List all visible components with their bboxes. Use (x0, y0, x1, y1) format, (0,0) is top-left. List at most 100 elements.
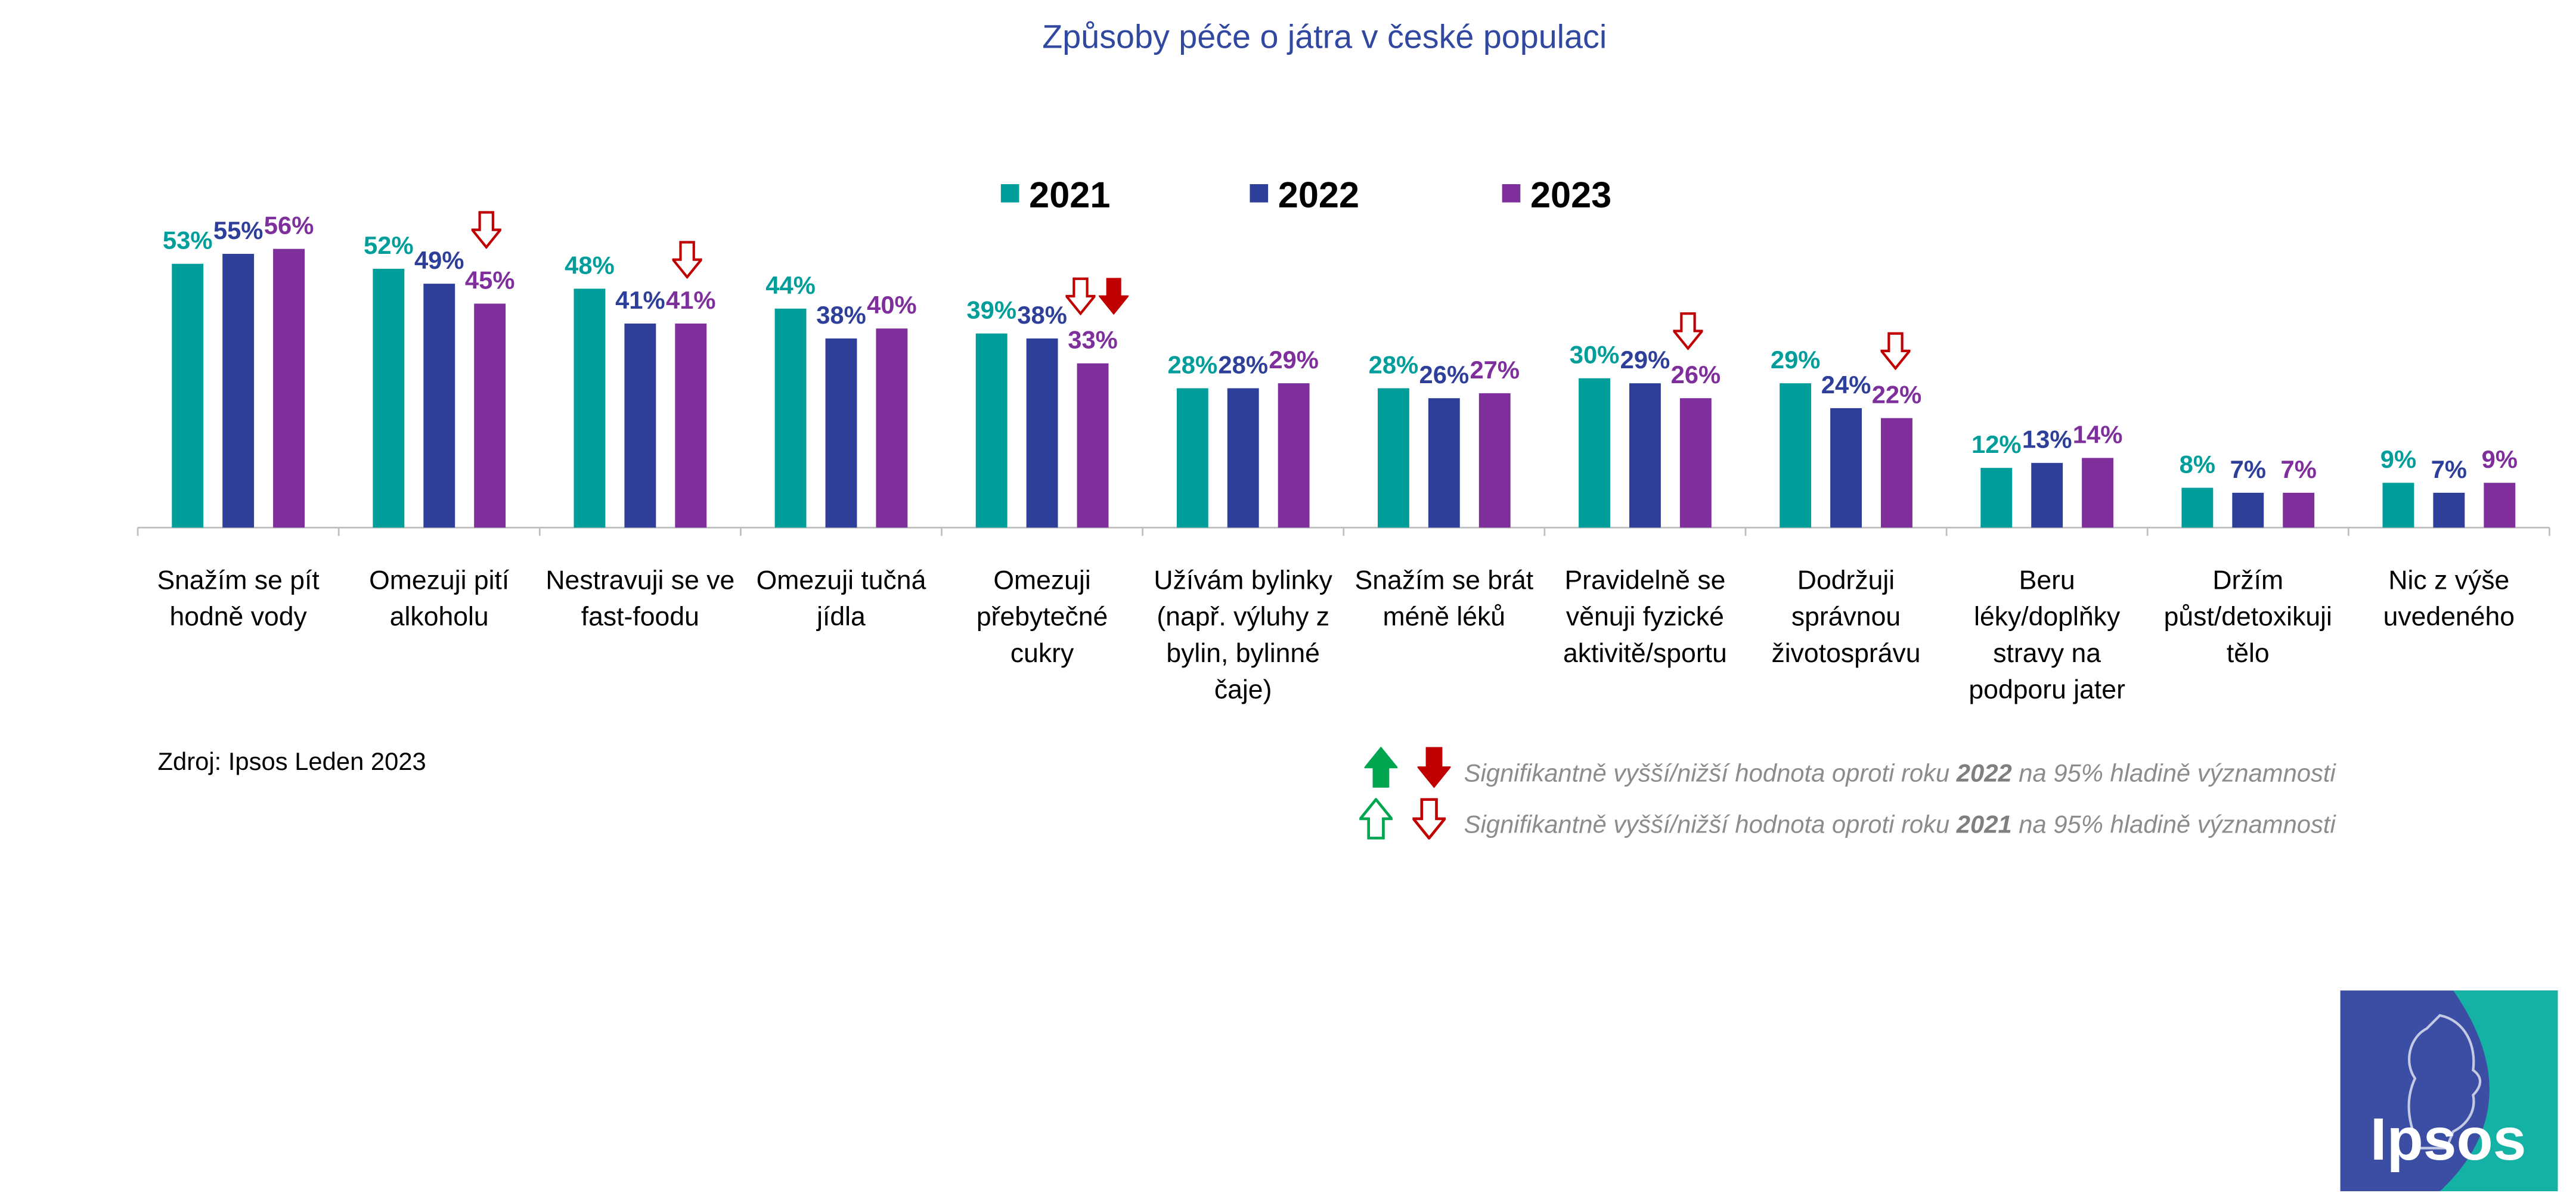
note-text: na 95% hladině významnosti (2012, 759, 2337, 787)
data-label: 28% (1168, 350, 1218, 378)
bar (1830, 408, 1862, 528)
data-label: 29% (1620, 346, 1670, 374)
bar (2382, 483, 2414, 528)
data-label: 9% (2380, 445, 2416, 473)
bar (1377, 388, 1409, 528)
x-tick-label: Beru léky/doplňky stravy na podporu jate… (1969, 567, 2125, 706)
legend-swatch (1502, 184, 1521, 203)
significance-legend: Signifikantně vyšší/nižší hodnota oproti… (1360, 747, 2337, 838)
x-tick-label: Omezuji tučná jídla (756, 567, 926, 632)
bar (675, 323, 707, 528)
bar (2484, 483, 2516, 528)
bar (1478, 393, 1511, 528)
data-label: 49% (414, 246, 464, 274)
data-label: 45% (465, 266, 515, 294)
bar (1026, 338, 1058, 528)
x-tick-label-box: Snažím se pít hodně vody (157, 567, 320, 632)
data-label: 13% (2022, 425, 2072, 453)
bar (423, 284, 455, 528)
bar (2433, 492, 2465, 528)
sig-arrow-filled (1099, 278, 1129, 315)
bar (1579, 378, 1610, 528)
bar (474, 303, 506, 528)
data-label: 12% (1971, 430, 2022, 458)
sig-arrow-outline (1881, 334, 1909, 368)
bar (1176, 388, 1208, 528)
x-tick-label: Snažím se pít hodně vody (157, 567, 320, 632)
legend-arrow-down-outline (1413, 800, 1445, 838)
x-tick-label-box: Pravidelně se věnuji fyzické aktivitě/sp… (1563, 567, 1727, 669)
bar (975, 333, 1008, 528)
note-text: Signifikantně vyšší/nižší hodnota oproti… (1464, 810, 1957, 838)
sig-arrow-outline (673, 242, 701, 277)
bar (1780, 383, 1812, 528)
legend: 2021 2022 2023 (1000, 175, 1611, 215)
x-tick-label: Pravidelně se věnuji fyzické aktivitě/sp… (1563, 567, 1727, 669)
x-tick-label-box: Omezuji přebytečné cukry (977, 567, 1108, 669)
data-label: 7% (2230, 455, 2266, 483)
x-tick-label: Dodržuji správnou životosprávu (1771, 567, 1921, 669)
data-label: 39% (966, 296, 1016, 324)
data-label: 53% (163, 226, 213, 254)
data-label: 29% (1269, 346, 1319, 374)
data-label: 8% (2180, 450, 2215, 478)
legend-arrow-up-outline (1360, 800, 1392, 838)
bar (2232, 492, 2264, 528)
bar (2082, 458, 2114, 528)
bar (1278, 383, 1310, 528)
x-tick-label-box: Užívám bylinky (např. výluhy z bylin, by… (1154, 567, 1332, 706)
x-tick-label: Nic z výše uvedeného (2383, 567, 2515, 632)
bar (825, 338, 857, 528)
bar (1679, 398, 1712, 528)
data-label: 26% (1419, 361, 1470, 389)
bar (624, 323, 656, 528)
data-label: 14% (2073, 420, 2123, 448)
bar (774, 308, 807, 528)
data-label: 44% (765, 271, 816, 299)
bar (1881, 418, 1912, 528)
x-tick-label: Držím půst/detoxikuji tělo (2163, 567, 2332, 669)
x-tick-label: Nestravuji se ve fast-foodu (545, 567, 735, 632)
data-label: 48% (565, 251, 615, 279)
data-label: 22% (1872, 381, 1922, 409)
bar (222, 253, 255, 528)
x-tick-label: Omezuji pití alkoholu (369, 567, 510, 632)
legend-arrow-up-filled (1364, 747, 1398, 788)
legend-label: 2023 (1530, 175, 1611, 215)
x-tick-label-box: Omezuji tučná jídla (756, 567, 926, 632)
x-tick-label: Užívám bylinky (např. výluhy z bylin, by… (1154, 567, 1332, 706)
x-tick-label-box: Dodržuji správnou životosprávu (1771, 567, 1921, 669)
x-tick-label-box: Omezuji pití alkoholu (369, 567, 510, 632)
data-label: 27% (1470, 356, 1520, 384)
data-label: 7% (2431, 455, 2467, 483)
data-label: 40% (867, 291, 917, 319)
sig-arrow-outline (1067, 279, 1095, 313)
logo-head (2407, 1014, 2481, 1150)
x-tick-label-box: Beru léky/doplňky stravy na podporu jate… (1969, 567, 2125, 706)
legend-label: 2022 (1278, 175, 1359, 215)
bar (1629, 383, 1661, 528)
bar (1077, 363, 1109, 528)
bar (2031, 462, 2063, 528)
data-label: 52% (364, 231, 414, 259)
data-label: 28% (1218, 350, 1268, 378)
data-label: 56% (264, 212, 314, 240)
data-label: 29% (1771, 346, 1821, 374)
plot-area: Snažím se pít hodně vody 53% 55% 56% Omezuji… (137, 212, 2550, 706)
bar (172, 263, 204, 528)
data-label: 28% (1369, 350, 1419, 378)
chart-title: Způsoby péče o játra v české populaci (1042, 18, 1607, 55)
bar (1428, 398, 1460, 528)
data-label: 24% (1821, 371, 1871, 399)
note-year: 2022 (1956, 759, 2012, 787)
x-tick-label: Snažím se brát méně léků (1354, 567, 1534, 632)
logo-text: Ipsos (2370, 1106, 2527, 1173)
bar (574, 288, 606, 528)
sig-arrow-outline (1674, 313, 1702, 348)
data-label: 41% (615, 286, 665, 314)
x-tick-label-box: Snažím se brát méně léků (1354, 567, 1534, 632)
note-year: 2021 (1956, 810, 2012, 838)
data-label: 38% (1017, 301, 1067, 329)
bar (373, 269, 405, 528)
